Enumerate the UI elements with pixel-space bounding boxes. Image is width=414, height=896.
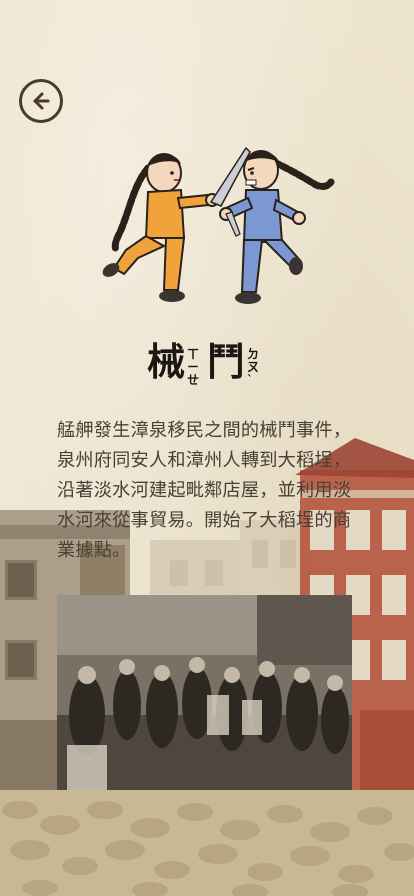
street-background-illustration xyxy=(0,438,414,896)
title-char-2: 鬥 xyxy=(207,339,246,384)
title-char-2-bopomofo: ㄉ ㄡ ˋ xyxy=(247,347,260,387)
arrow-left-icon xyxy=(33,92,50,110)
title-char-1-bopomofo: ㄒ ㄧ ㄝ xyxy=(186,347,199,387)
title-char-1: 械 xyxy=(146,339,185,384)
back-button[interactable] xyxy=(19,79,63,123)
fighting-illustration xyxy=(102,146,335,304)
historical-photo xyxy=(57,595,352,790)
description-text: 艋舺發生漳泉移民之間的械鬥事件，泉州府同安人和漳州人轉到大稻埕，沿著淡水河建起毗… xyxy=(57,420,352,561)
page-title: 械 ㄒ ㄧ ㄝ 鬥 ㄉ ㄡ ˋ xyxy=(0,338,414,387)
